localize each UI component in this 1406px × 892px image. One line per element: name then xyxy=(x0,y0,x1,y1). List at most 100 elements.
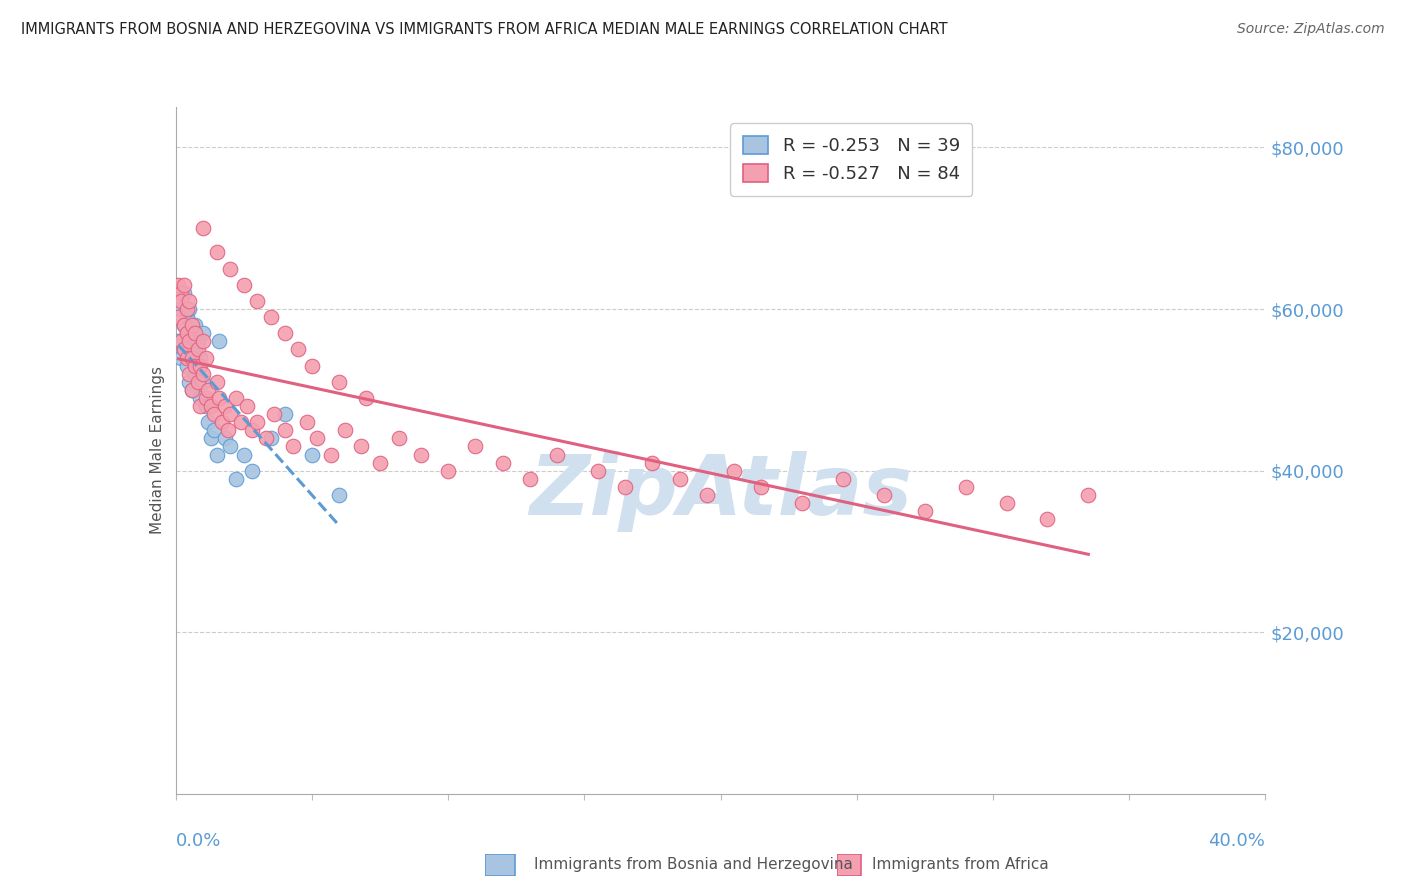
Point xyxy=(287,343,309,357)
Point xyxy=(188,391,211,405)
Point xyxy=(214,399,236,413)
Point xyxy=(176,326,198,341)
Point xyxy=(328,375,350,389)
Point xyxy=(205,375,228,389)
Point xyxy=(751,480,773,494)
Point xyxy=(173,318,195,333)
Point xyxy=(211,415,233,429)
Point xyxy=(225,391,247,405)
Point xyxy=(194,351,217,365)
Point xyxy=(179,334,201,349)
Point xyxy=(519,472,541,486)
Point xyxy=(295,415,318,429)
Point xyxy=(184,359,207,373)
FancyBboxPatch shape xyxy=(837,854,860,876)
Point xyxy=(260,431,283,445)
Point xyxy=(232,448,254,462)
Point xyxy=(307,431,329,445)
Point xyxy=(173,343,195,357)
Point xyxy=(219,261,242,276)
Point xyxy=(208,334,231,349)
Point xyxy=(176,301,198,316)
Point xyxy=(194,399,217,413)
Point xyxy=(263,407,285,421)
Point xyxy=(181,383,204,397)
Point xyxy=(170,301,193,316)
Point xyxy=(333,423,356,437)
Point xyxy=(614,480,637,494)
Point xyxy=(197,415,219,429)
Point xyxy=(254,431,277,445)
Legend: R = -0.253   N = 39, R = -0.527   N = 84: R = -0.253 N = 39, R = -0.527 N = 84 xyxy=(730,123,973,196)
Point xyxy=(176,351,198,365)
Point xyxy=(668,472,690,486)
Point xyxy=(184,318,207,333)
Point xyxy=(181,326,204,341)
Point xyxy=(641,456,664,470)
Point xyxy=(181,351,204,365)
Point xyxy=(274,407,297,421)
Text: Source: ZipAtlas.com: Source: ZipAtlas.com xyxy=(1237,22,1385,37)
Point xyxy=(350,439,373,453)
Text: IMMIGRANTS FROM BOSNIA AND HERZEGOVINA VS IMMIGRANTS FROM AFRICA MEDIAN MALE EAR: IMMIGRANTS FROM BOSNIA AND HERZEGOVINA V… xyxy=(21,22,948,37)
Point xyxy=(301,359,323,373)
Point xyxy=(281,439,304,453)
Point xyxy=(179,375,201,389)
Point xyxy=(176,326,198,341)
Point xyxy=(173,318,195,333)
Point xyxy=(301,448,323,462)
Point xyxy=(179,301,201,316)
Text: ZipAtlas: ZipAtlas xyxy=(529,451,912,533)
Point xyxy=(186,343,209,357)
Point xyxy=(170,351,193,365)
Point xyxy=(167,334,190,349)
Point xyxy=(176,310,198,325)
Point xyxy=(437,464,460,478)
Point xyxy=(188,351,211,365)
Point xyxy=(186,359,209,373)
Point xyxy=(202,407,225,421)
Point xyxy=(205,245,228,260)
Point xyxy=(194,391,217,405)
Point xyxy=(202,423,225,437)
Point xyxy=(181,351,204,365)
Point xyxy=(191,221,214,235)
Point xyxy=(464,439,486,453)
Point xyxy=(723,464,745,478)
Point xyxy=(181,318,204,333)
Point xyxy=(179,334,201,349)
Point xyxy=(184,367,207,381)
Point xyxy=(328,488,350,502)
Point xyxy=(319,448,342,462)
Point xyxy=(1077,488,1099,502)
Point xyxy=(240,423,263,437)
Point xyxy=(356,391,378,405)
Point xyxy=(240,464,263,478)
Point xyxy=(232,277,254,292)
Text: Immigrants from Africa: Immigrants from Africa xyxy=(872,857,1049,872)
Text: Immigrants from Bosnia and Herzegovina: Immigrants from Bosnia and Herzegovina xyxy=(534,857,853,872)
Point xyxy=(197,383,219,397)
Point xyxy=(188,399,211,413)
Point xyxy=(231,415,253,429)
Point xyxy=(388,431,411,445)
Point xyxy=(170,334,193,349)
Point xyxy=(219,407,242,421)
Point xyxy=(217,423,239,437)
Point xyxy=(955,480,977,494)
Point xyxy=(832,472,855,486)
Point xyxy=(546,448,568,462)
Point xyxy=(696,488,718,502)
Point xyxy=(173,277,195,292)
Y-axis label: Median Male Earnings: Median Male Earnings xyxy=(149,367,165,534)
FancyBboxPatch shape xyxy=(485,854,515,876)
Point xyxy=(225,472,247,486)
Point xyxy=(181,383,204,397)
Text: 40.0%: 40.0% xyxy=(1209,831,1265,850)
Point xyxy=(205,448,228,462)
Point xyxy=(995,496,1018,510)
Point xyxy=(186,375,209,389)
Point xyxy=(368,456,391,470)
Point xyxy=(586,464,609,478)
Point xyxy=(167,277,190,292)
